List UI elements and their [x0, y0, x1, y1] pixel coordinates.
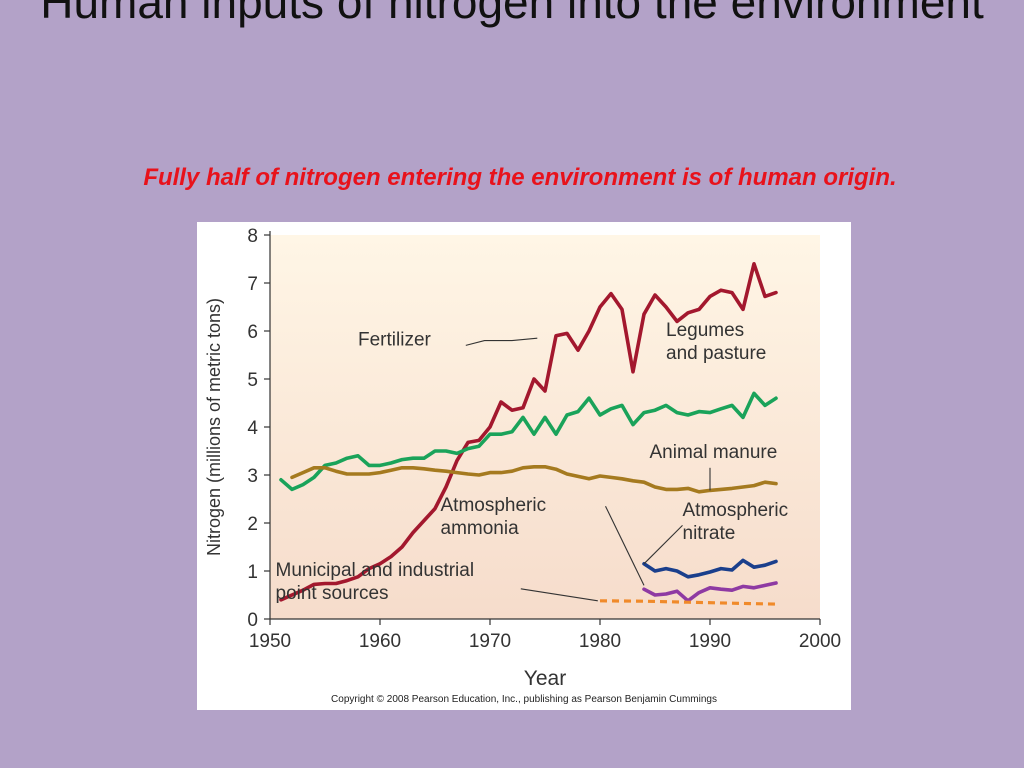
y-tick-label: 0 — [247, 610, 258, 631]
y-tick-label: 8 — [247, 226, 258, 247]
y-tick-label: 4 — [247, 418, 258, 439]
annotation-line: and pasture — [666, 343, 766, 364]
x-tick-label: 1970 — [469, 631, 511, 652]
slide-subtitle: Fully half of nitrogen entering the envi… — [143, 164, 897, 191]
series-line-fertilizer — [279, 261, 778, 602]
slide-title: Human inputs of nitrogen into the enviro… — [40, 0, 984, 28]
annotation-label: Atmospheric ammonia — [441, 495, 547, 539]
annotation-pointer — [605, 505, 645, 586]
annotation-line: Municipal and industrial — [276, 560, 475, 581]
y-tick-label: 1 — [247, 562, 258, 583]
annotations-layer: Fertilizer Legumes and pasture Animal manur… — [276, 320, 789, 604]
annotation-line: Atmospheric — [441, 495, 547, 516]
y-tick-label: 7 — [247, 274, 258, 295]
axes: 0 1 2 3 4 5 6 7 8 1950 1960 1970 1980 1990 2000 Year Nit… — [204, 226, 841, 690]
annotation-label: Municipal and industrial point sources — [276, 560, 475, 604]
annotation-pointer — [643, 525, 683, 565]
annotation-line: Legumes — [666, 320, 744, 341]
annotation-label: Atmospheric nitrate — [683, 500, 789, 544]
series-line-animal-manure — [290, 465, 778, 494]
annotation-label: Legumes and pasture — [666, 320, 766, 364]
series-line-atmospheric-ammonia — [642, 581, 778, 603]
plot-area — [270, 235, 820, 619]
x-tick-label: 1950 — [249, 631, 291, 652]
y-tick-label: 2 — [247, 514, 258, 535]
y-tick-label: 5 — [247, 370, 258, 391]
annotation-line: point sources — [276, 583, 389, 604]
annotation-line: Animal manure — [650, 442, 778, 463]
annotation-label: Fertilizer — [358, 329, 432, 350]
copyright-notice: Copyright © 2008 Pearson Education, Inc.… — [331, 694, 717, 705]
annotation-pointer — [520, 588, 598, 602]
annotation-pointer — [465, 337, 538, 346]
series-line-municipal-and-industrial-point-sources — [599, 599, 777, 606]
chart-figure: 0 1 2 3 4 5 6 7 8 1950 1960 1970 1980 1990 2000 Year Nit… — [197, 222, 851, 710]
nitrogen-line-chart: 0 1 2 3 4 5 6 7 8 1950 1960 1970 1980 1990 2000 Year Nit… — [204, 226, 841, 690]
series-line-atmospheric-nitrate — [642, 558, 778, 579]
y-tick-label: 3 — [247, 466, 258, 487]
x-axis-label: Year — [524, 667, 566, 690]
annotation-label: Animal manure — [650, 442, 778, 463]
series-layer — [279, 261, 778, 606]
annotation-line: Atmospheric — [683, 500, 789, 521]
annotation-line: Fertilizer — [358, 329, 432, 350]
y-axis-label: Nitrogen (millions of metric tons) — [204, 298, 224, 556]
annotation-line: nitrate — [683, 523, 736, 544]
annotation-line: ammonia — [441, 518, 520, 539]
series-line-legumes-and-pasture — [279, 391, 778, 492]
y-tick-label: 6 — [247, 322, 258, 343]
x-tick-label: 1980 — [579, 631, 621, 652]
x-tick-label: 1960 — [359, 631, 401, 652]
x-tick-label: 2000 — [799, 631, 841, 652]
x-tick-label: 1990 — [689, 631, 731, 652]
